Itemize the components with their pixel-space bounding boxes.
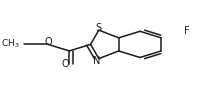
Text: N: N: [93, 56, 101, 66]
Text: O: O: [45, 37, 53, 47]
Text: F: F: [184, 26, 190, 36]
Text: S: S: [96, 23, 102, 33]
Text: O: O: [62, 60, 69, 69]
Text: CH$_3$: CH$_3$: [1, 38, 20, 50]
